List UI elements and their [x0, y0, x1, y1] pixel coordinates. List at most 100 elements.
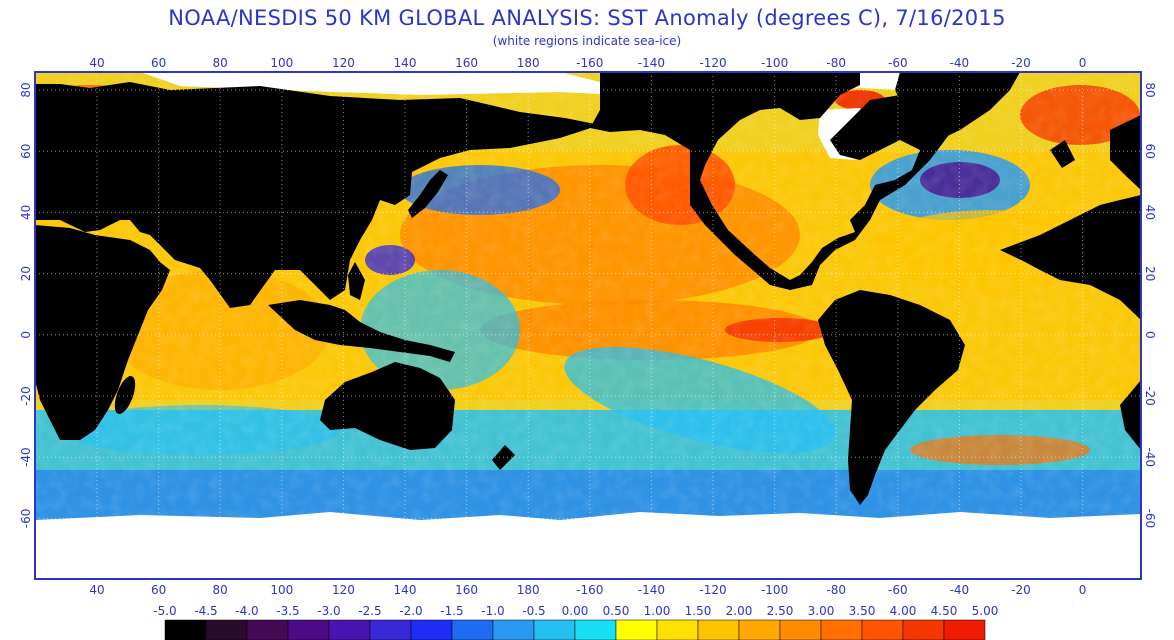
colorbar-swatch — [410, 619, 453, 640]
bottom-longitude-label: 80 — [213, 583, 228, 597]
bottom-longitude-label: -20 — [1011, 583, 1031, 597]
colorbar-label: -4.5 — [194, 604, 217, 618]
top-longitude-label: 140 — [394, 56, 417, 70]
colorbar-swatch — [328, 619, 371, 640]
bottom-longitude-label: -80 — [826, 583, 846, 597]
right-latitude-labels: 80 60 40 20 0 -20 -40 -60 — [1143, 82, 1157, 528]
top-longitude-label: 180 — [517, 56, 540, 70]
right-latitude-label: 60 — [1143, 144, 1157, 159]
left-latitude-label: 40 — [19, 205, 33, 220]
colorbar-label: -4.0 — [235, 604, 258, 618]
colorbar-labels: -5.0 -4.5 -4.0 -3.5 -3.0 -2.5 -2.0 -1.5 -1.0 -0.5… — [153, 604, 998, 618]
bottom-longitude-label: -100 — [761, 583, 788, 597]
bottom-longitude-label: -160 — [576, 583, 603, 597]
top-longitude-label: -60 — [888, 56, 908, 70]
colorbar-label: -2.0 — [399, 604, 422, 618]
top-longitude-label: -120 — [699, 56, 726, 70]
left-latitude-label: 60 — [19, 144, 33, 159]
colorbar-swatch — [287, 619, 330, 640]
left-latitude-label: 20 — [19, 266, 33, 281]
right-latitude-label: 80 — [1143, 82, 1157, 97]
colorbar-swatch — [574, 619, 617, 640]
colorbar-swatch — [820, 619, 863, 640]
top-longitude-labels: 40 60 80 100 120 140 160 180 -160 -140 -120 -100 -80… — [89, 56, 1086, 70]
bottom-longitude-label: 60 — [151, 583, 166, 597]
top-longitude-label: 80 — [213, 56, 228, 70]
colorbar-label: -1.0 — [481, 604, 504, 618]
top-longitude-label: 120 — [332, 56, 355, 70]
top-longitude-label: -160 — [576, 56, 603, 70]
colorbar-label: -3.0 — [317, 604, 340, 618]
top-longitude-label: 160 — [455, 56, 478, 70]
map-area — [35, 72, 1141, 579]
colorbar-label: 4.00 — [890, 604, 917, 618]
bottom-longitude-label: 40 — [89, 583, 104, 597]
colorbar-swatch — [492, 619, 535, 640]
top-longitude-label: 40 — [89, 56, 104, 70]
top-longitude-label: -100 — [761, 56, 788, 70]
top-longitude-label: -140 — [638, 56, 665, 70]
colorbar-label: 2.50 — [767, 604, 794, 618]
bottom-longitude-label: -140 — [638, 583, 665, 597]
colorbar-label: 1.00 — [644, 604, 671, 618]
colorbar-swatch — [451, 619, 494, 640]
top-longitude-label: 0 — [1079, 56, 1087, 70]
colorbar-label: 5.00 — [972, 604, 999, 618]
colorbar-swatch — [615, 619, 658, 640]
top-longitude-label: -40 — [950, 56, 970, 70]
colorbar-label: -2.5 — [358, 604, 381, 618]
colorbar-swatch — [205, 619, 248, 640]
colorbar-label: 3.50 — [849, 604, 876, 618]
colorbar-label: -5.0 — [153, 604, 176, 618]
colorbar-label: 4.50 — [931, 604, 958, 618]
colorbar-swatch — [779, 619, 822, 640]
colorbar-swatch — [164, 619, 207, 640]
colorbar-swatch — [533, 619, 576, 640]
colorbar-swatch — [738, 619, 781, 640]
right-latitude-label: 40 — [1143, 205, 1157, 220]
colorbar-swatch — [902, 619, 945, 640]
colorbar-swatch — [246, 619, 289, 640]
land — [35, 72, 1141, 505]
left-latitude-label: 80 — [19, 82, 33, 97]
colorbar-swatch — [861, 619, 904, 640]
right-latitude-label: 20 — [1143, 266, 1157, 281]
map-frame — [34, 71, 1142, 580]
top-longitude-label: 100 — [270, 56, 293, 70]
bottom-longitude-label: 0 — [1079, 583, 1087, 597]
left-latitude-label: -20 — [19, 386, 33, 406]
bottom-longitude-label: 160 — [455, 583, 478, 597]
top-longitude-label: 60 — [151, 56, 166, 70]
colorbar-label: 1.50 — [685, 604, 712, 618]
right-latitude-label: -20 — [1143, 386, 1157, 406]
colorbar — [164, 619, 986, 640]
left-latitude-label: 0 — [19, 331, 33, 339]
bottom-longitude-label: 140 — [394, 583, 417, 597]
bottom-longitude-label: 120 — [332, 583, 355, 597]
top-longitude-label: -80 — [826, 56, 846, 70]
graticule — [35, 72, 1141, 579]
colorbar-label: 2.00 — [726, 604, 753, 618]
colorbar-swatch — [697, 619, 740, 640]
bottom-longitude-label: -40 — [950, 583, 970, 597]
colorbar-swatch — [943, 619, 986, 640]
bottom-longitude-label: -60 — [888, 583, 908, 597]
map-title: NOAA/NESDIS 50 KM GLOBAL ANALYSIS: SST A… — [168, 6, 1006, 30]
colorbar-label: 0.50 — [603, 604, 630, 618]
left-latitude-label: -40 — [19, 447, 33, 467]
colorbar-label: 0.00 — [562, 604, 589, 618]
map-subtitle: (white regions indicate sea-ice) — [492, 34, 682, 48]
colorbar-swatch — [656, 619, 699, 640]
right-latitude-label: 0 — [1143, 331, 1157, 339]
colorbar-swatch — [369, 619, 412, 640]
right-latitude-label: -40 — [1143, 447, 1157, 467]
bottom-longitude-label: 100 — [270, 583, 293, 597]
right-latitude-label: -60 — [1143, 509, 1157, 529]
colorbar-label: -3.5 — [276, 604, 299, 618]
left-latitude-labels: 80 60 40 20 0 -20 -40 -60 — [19, 82, 33, 528]
bottom-longitude-label: -120 — [699, 583, 726, 597]
bottom-longitude-labels: 40 60 80 100 120 140 160 180 -160 -140 -120 -100 -80… — [89, 583, 1086, 597]
top-longitude-label: -20 — [1011, 56, 1031, 70]
colorbar-label: -0.5 — [522, 604, 545, 618]
